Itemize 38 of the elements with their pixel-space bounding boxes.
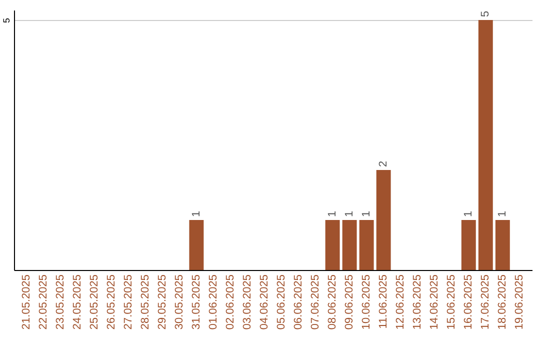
x-tick-label: 24.05.2025 <box>71 274 84 330</box>
x-tick-label: 14.06.2025 <box>428 274 441 330</box>
x-tick-label: 27.05.2025 <box>122 274 134 330</box>
x-tick-label: 09.06.2025 <box>344 274 356 330</box>
x-tick-label: 06.06.2025 <box>292 274 305 330</box>
x-tick-label: 03.06.2025 <box>241 274 254 330</box>
x-tick-label: 29.05.2025 <box>156 274 168 330</box>
x-tick-label: 13.06.2025 <box>412 274 424 330</box>
data-label: 5 <box>480 10 492 17</box>
x-tick-label: 16.06.2025 <box>462 274 475 330</box>
x-tick-label: 05.06.2025 <box>276 274 288 330</box>
data-label: 1 <box>462 210 475 217</box>
x-tick-label: 15.06.2025 <box>446 274 458 330</box>
data-label: 1 <box>496 210 509 217</box>
x-tick-label: 07.06.2025 <box>310 274 322 330</box>
x-tick-label: 12.06.2025 <box>394 274 407 330</box>
x-tick-label: 31.05.2025 <box>190 274 202 330</box>
data-label: 2 <box>378 160 390 167</box>
x-tick-label: 02.06.2025 <box>224 274 236 330</box>
x-tick-label: 01.06.2025 <box>207 274 220 330</box>
x-tick-label: 30.05.2025 <box>173 274 186 330</box>
x-tick-label: 23.05.2025 <box>54 274 66 330</box>
x-tick-label: 28.05.2025 <box>139 274 152 330</box>
x-tick-label: 17.06.2025 <box>480 274 492 330</box>
x-tick-label: 25.05.2025 <box>88 274 100 330</box>
x-tick-label: 08.06.2025 <box>326 274 339 330</box>
data-label: 1 <box>326 210 339 217</box>
x-tick-label: 21.05.2025 <box>20 274 32 330</box>
x-tick-label: 18.06.2025 <box>496 274 509 330</box>
data-label: 1 <box>360 210 373 217</box>
x-tick-label: 04.06.2025 <box>258 274 270 330</box>
x-tick-label: 19.06.2025 <box>514 274 526 330</box>
x-tick-label: 10.06.2025 <box>360 274 373 330</box>
data-label: 1 <box>190 210 202 217</box>
x-tick-label: 11.06.2025 <box>378 274 390 329</box>
data-label: 1 <box>344 210 356 217</box>
x-tick-label: 26.05.2025 <box>105 274 118 330</box>
x-tick-label: 22.05.2025 <box>37 274 50 330</box>
